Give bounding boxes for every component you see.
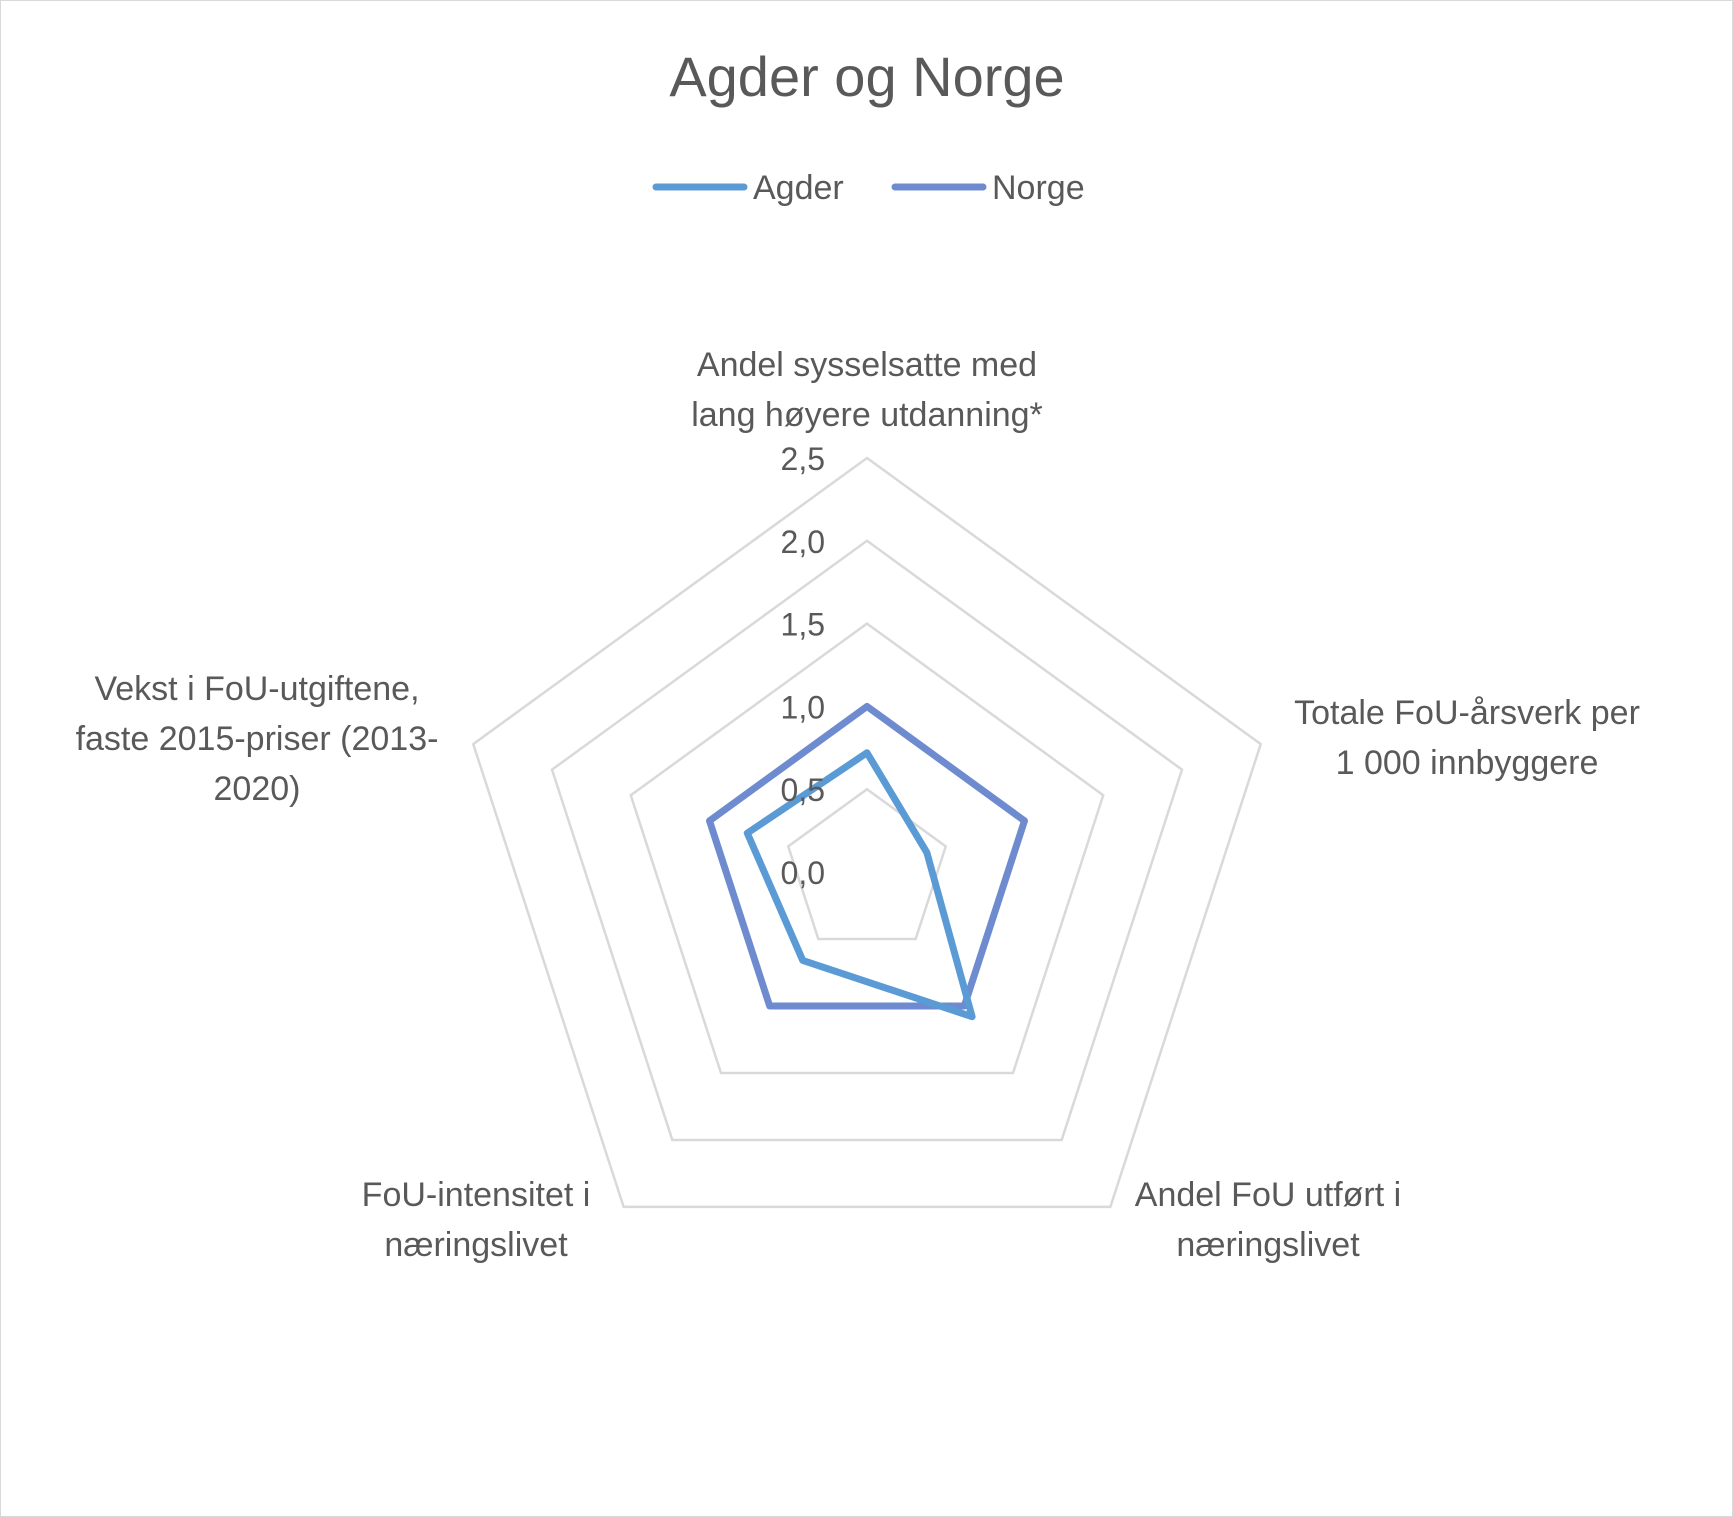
axis-label-0: Andel sysselsatte med lang høyere utdanni… [691, 346, 1043, 434]
grid [471, 456, 1263, 1209]
axis-label-4-line-0: Vekst i FoU-utgiftene, [94, 670, 419, 708]
grid-ring-3 [629, 622, 1105, 1075]
axis-label-1-line-1: 1 000 innbyggere [1336, 744, 1599, 782]
legend-item-norge: Norge [891, 169, 1085, 207]
chart-title: Agder og Norge [669, 45, 1064, 108]
tick-labels: 0,0 0,5 1,0 1,5 2,0 2,5 [781, 441, 825, 891]
series-norge [706, 702, 1028, 1010]
legend-label-norge: Norge [992, 169, 1085, 207]
axis-label-2: Andel FoU utført i næringslivet [1135, 1176, 1401, 1264]
axis-label-1: Totale FoU-årsverk per 1 000 innbyggere [1294, 694, 1640, 782]
series-layer [706, 702, 1028, 1021]
tick-label-1: 0,5 [781, 772, 825, 808]
axis-label-3-line-1: næringslivet [384, 1226, 568, 1264]
grid-ring-5 [471, 456, 1263, 1209]
axis-labels: Andel sysselsatte med lang høyere utdanni… [76, 346, 1640, 1264]
axis-label-4: Vekst i FoU-utgiftene, faste 2015-priser … [76, 670, 439, 808]
legend-item-agder: Agder [652, 169, 844, 207]
axis-label-4-line-2: 2020) [214, 770, 301, 808]
axis-label-0-line-0: Andel sysselsatte med [697, 346, 1037, 384]
tick-label-5: 2,5 [781, 441, 825, 477]
tick-label-0: 0,0 [781, 855, 825, 891]
legend-label-agder: Agder [753, 169, 844, 207]
tick-label-4: 2,0 [781, 524, 825, 560]
axis-label-3: FoU-intensitet i næringslivet [362, 1176, 591, 1264]
tick-label-3: 1,5 [781, 607, 825, 643]
grid-ring-1 [786, 787, 948, 941]
axis-label-1-line-0: Totale FoU-årsverk per [1294, 694, 1640, 732]
legend: Agder Norge [652, 169, 1085, 207]
axis-label-4-line-1: faste 2015-priser (2013- [76, 720, 439, 758]
tick-label-2: 1,0 [781, 689, 825, 725]
grid-ring-4 [550, 539, 1184, 1142]
axis-label-0-line-1: lang høyere utdanning* [691, 396, 1043, 434]
series-agder [743, 749, 976, 1021]
axis-label-3-line-0: FoU-intensitet i [362, 1176, 591, 1214]
axis-label-2-line-0: Andel FoU utført i [1135, 1176, 1401, 1214]
axis-label-2-line-1: næringslivet [1176, 1226, 1360, 1264]
